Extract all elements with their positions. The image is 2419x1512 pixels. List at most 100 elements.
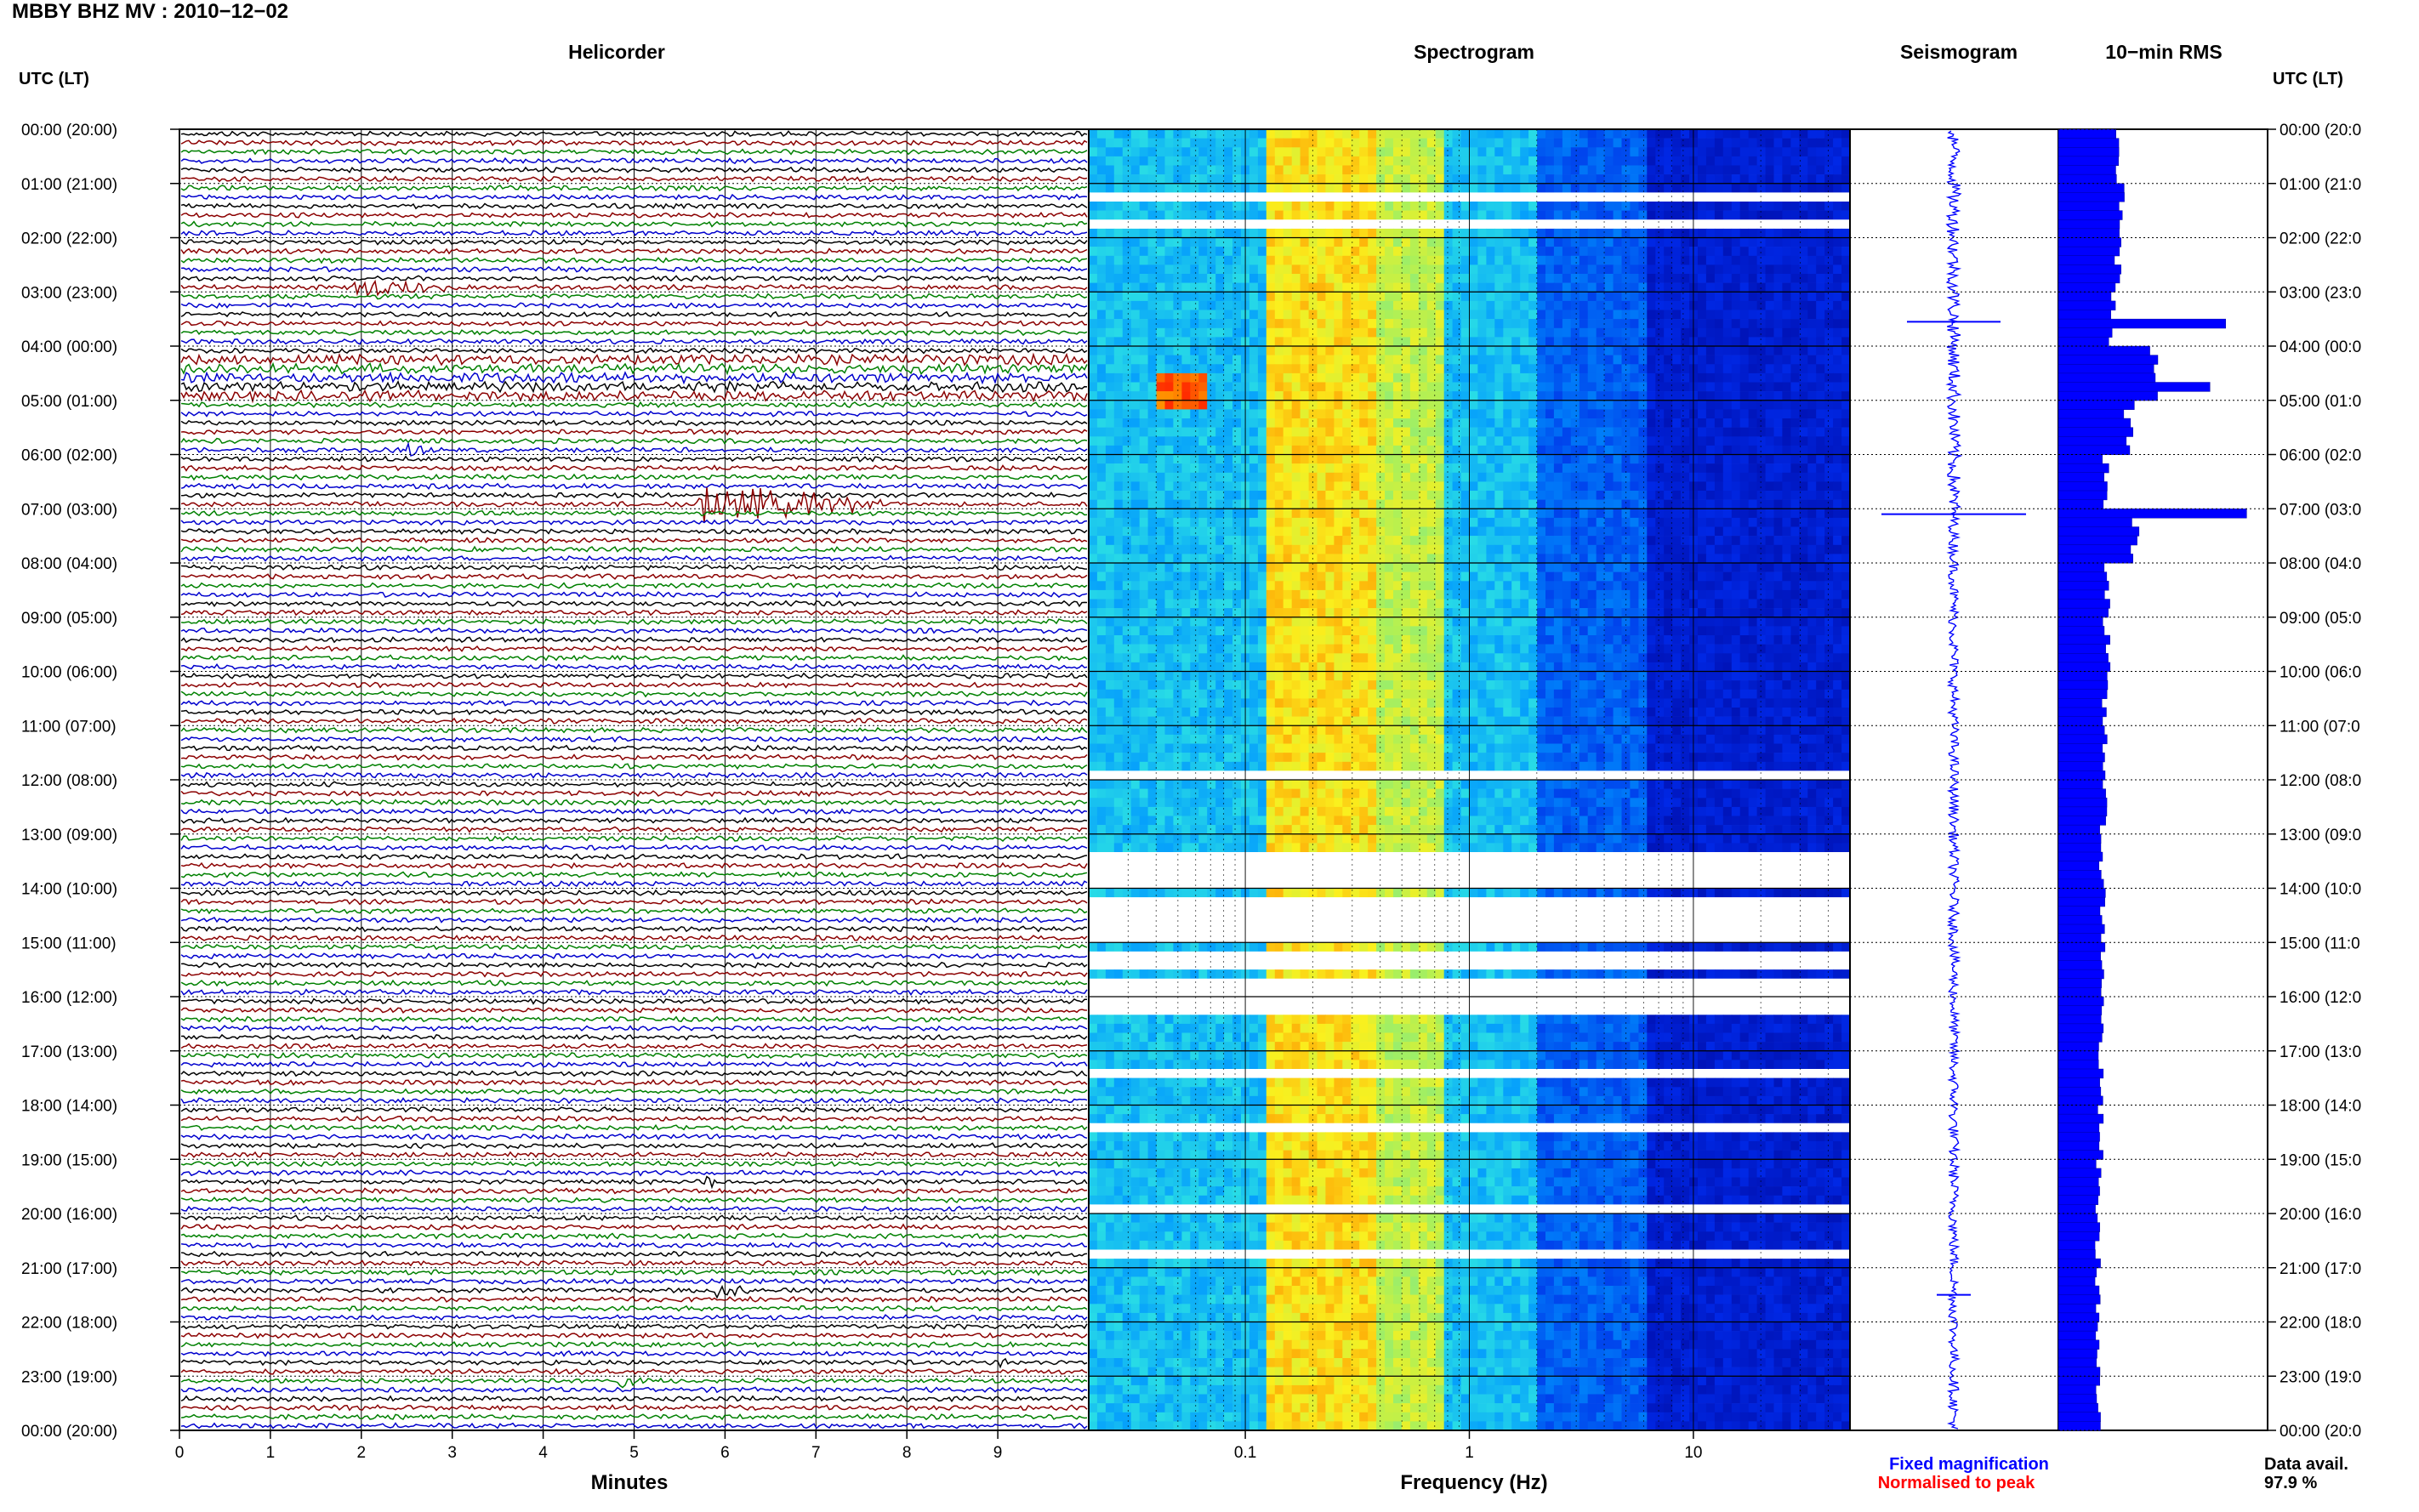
- spectrogram-cell: [1469, 310, 1478, 320]
- spectrogram-cell: [1308, 454, 1318, 464]
- time-label: 05:00 (01:00): [21, 393, 117, 411]
- spectrogram-cell: [1655, 400, 1665, 410]
- spectrogram-cell: [1409, 228, 1420, 238]
- spectrogram-cell: [1756, 454, 1767, 464]
- spectrogram-cell: [1553, 346, 1563, 355]
- spectrogram-cell: [1630, 544, 1639, 554]
- spectrogram-cell: [1096, 310, 1107, 320]
- spectrogram-cell: [1232, 319, 1242, 329]
- spectrogram-cell: [1147, 355, 1158, 365]
- spectrogram-cell: [1139, 391, 1149, 401]
- spectrogram-cell: [1503, 310, 1512, 320]
- spectrogram-cell: [1579, 364, 1589, 374]
- spectrogram-cell: [1147, 300, 1158, 310]
- spectrogram-cell: [1511, 581, 1521, 591]
- spectrogram-cell: [1664, 599, 1673, 609]
- spectrogram-cell: [1460, 174, 1471, 185]
- spectrogram-cell: [1122, 147, 1132, 157]
- spectrogram-cell: [1790, 391, 1800, 401]
- helicorder-trace: [180, 880, 1088, 888]
- spectrogram-cell: [1164, 454, 1174, 464]
- spectrogram-cell: [1317, 391, 1326, 401]
- spectrogram-cell: [1596, 310, 1606, 320]
- spectrogram-cell: [1283, 174, 1293, 185]
- spectrogram-cell: [1681, 517, 1690, 527]
- spectrogram-cell: [1698, 544, 1707, 554]
- helicorder-trace: [180, 988, 1088, 996]
- spectrogram-cell: [1698, 282, 1707, 293]
- spectrogram-cell: [1274, 337, 1284, 347]
- spectrogram-cell: [1325, 372, 1335, 383]
- spectrogram-cell: [1511, 554, 1521, 564]
- spectrogram-cell: [1824, 463, 1834, 474]
- spectrogram-cell: [1443, 292, 1454, 302]
- spectrogram-cell: [1604, 436, 1614, 446]
- spectrogram-cell: [1359, 202, 1369, 211]
- spectrogram-cell: [1672, 418, 1682, 428]
- spectrogram-cell: [1841, 147, 1851, 157]
- spectrogram-cell: [1672, 544, 1682, 554]
- spectrogram-cell: [1477, 481, 1487, 492]
- spectrogram-cell: [1232, 165, 1242, 175]
- spectrogram-cell: [1190, 228, 1199, 238]
- spectrogram-cell: [1274, 536, 1284, 546]
- spectrogram-cell: [1105, 554, 1115, 564]
- spectrogram-cell: [1300, 337, 1310, 347]
- helicorder-trace: [180, 1322, 1088, 1330]
- spectrogram-cell: [1613, 472, 1623, 482]
- spectrogram-cell: [1833, 129, 1842, 139]
- spectrogram-cell: [1232, 581, 1242, 591]
- spectrogram-cell: [1274, 391, 1284, 401]
- spectrogram-cell: [1520, 526, 1529, 537]
- spectrogram-cell: [1816, 481, 1825, 492]
- spectrogram-cell: [1368, 391, 1377, 401]
- spectrogram-cell: [1198, 589, 1208, 600]
- spectrogram-cell: [1681, 481, 1690, 492]
- spectrogram-cell: [1562, 391, 1572, 401]
- spectrogram-cell: [1553, 427, 1563, 437]
- spectrogram-cell: [1562, 327, 1572, 338]
- spectrogram-cell: [1545, 581, 1555, 591]
- spectrogram-cell: [1359, 445, 1369, 455]
- spectrogram-cell: [1460, 463, 1471, 474]
- spectrogram-cell: [1325, 282, 1335, 293]
- spectrogram-cell: [1426, 391, 1437, 401]
- helicorder-trace: [180, 735, 1088, 743]
- spectrogram-cell: [1317, 300, 1326, 310]
- spectrogram-cell: [1503, 147, 1512, 157]
- spectrogram-cell: [1300, 427, 1310, 437]
- spectrogram-cell: [1537, 165, 1546, 175]
- spectrogram-cell: [1385, 327, 1394, 338]
- spectrogram-cell: [1435, 427, 1445, 437]
- spectrogram-cell: [1325, 355, 1335, 365]
- spectrogram-cell: [1401, 418, 1411, 428]
- spectrogram-cell: [1469, 228, 1478, 238]
- spectrogram-cell: [1630, 481, 1639, 492]
- spectrogram-cell: [1147, 571, 1158, 582]
- spectrogram-cell: [1096, 472, 1107, 482]
- spectrogram-cell: [1545, 409, 1555, 419]
- spectrogram-cell: [1147, 156, 1158, 166]
- spectrogram-cell: [1739, 509, 1750, 519]
- spectrogram-cell: [1756, 536, 1767, 546]
- spectrogram-cell: [1393, 599, 1403, 609]
- spectrogram-cell: [1537, 156, 1546, 166]
- spectrogram-cell: [1249, 346, 1259, 355]
- spectrogram-cell: [1494, 156, 1504, 166]
- spectrogram-cell: [1173, 337, 1182, 347]
- spectrogram-cell: [1147, 491, 1158, 500]
- spectrogram-cell: [1443, 554, 1454, 564]
- spectrogram-cell: [1647, 237, 1656, 247]
- spectrogram-cell: [1782, 364, 1791, 374]
- spectrogram-cell: [1537, 282, 1546, 293]
- helicorder-trace: [180, 1223, 1088, 1231]
- spectrogram-cell: [1139, 138, 1149, 148]
- spectrogram-cell: [1664, 237, 1673, 247]
- spectrogram-cell: [1664, 481, 1673, 492]
- spectrogram-cell: [1545, 355, 1555, 365]
- spectrogram-cell: [1799, 608, 1808, 618]
- spectrogram-cell: [1681, 571, 1690, 582]
- spectrogram-cell: [1308, 599, 1318, 609]
- spectrogram-cell: [1739, 183, 1750, 193]
- spectrogram-cell: [1334, 156, 1343, 166]
